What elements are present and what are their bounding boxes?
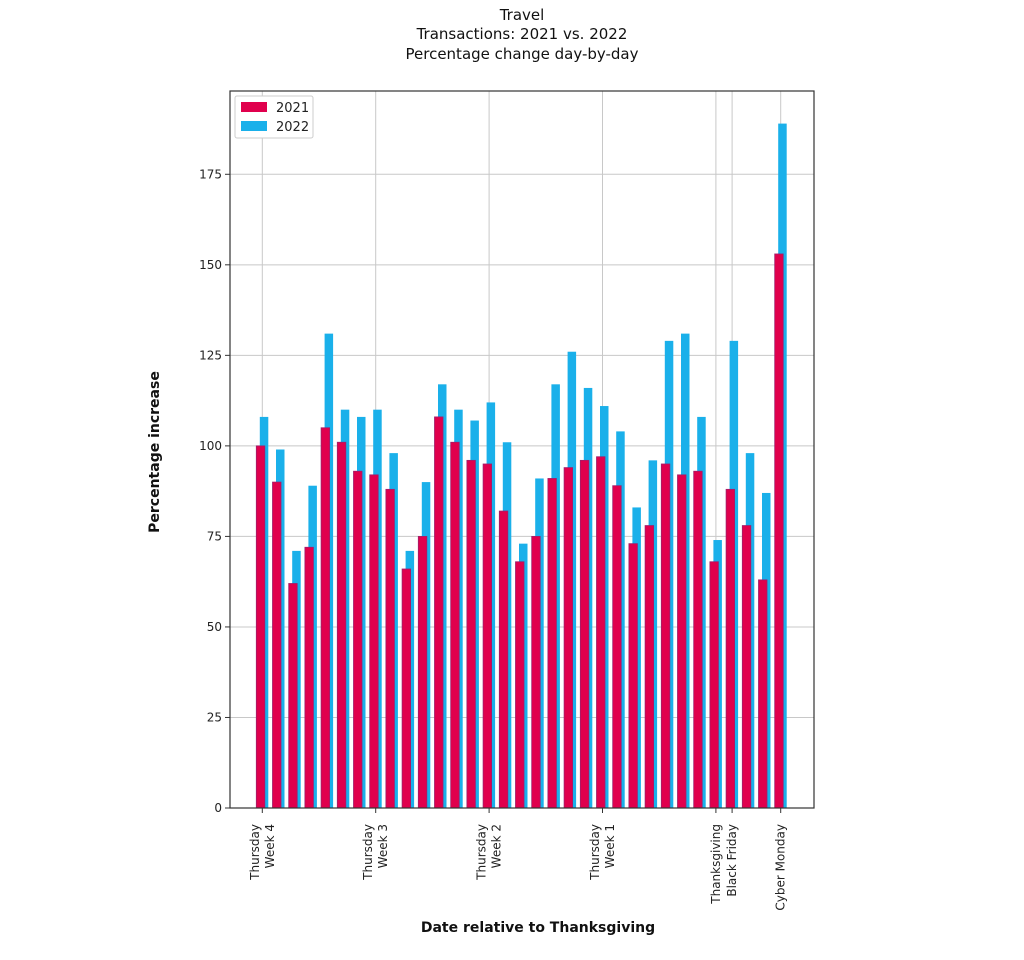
bar-2021 <box>547 478 557 809</box>
bar-2021 <box>774 253 784 809</box>
chart-subtitle-line: Percentage change day-by-day <box>406 45 639 63</box>
bar-2021 <box>385 488 395 809</box>
bar-2021 <box>369 474 379 809</box>
legend-label-2022: 2022 <box>276 120 309 135</box>
y-tick-label: 175 <box>199 167 222 181</box>
y-tick-label: 75 <box>207 529 222 543</box>
bar-2021 <box>288 583 298 809</box>
x-tick-label: Week 2 <box>490 824 504 868</box>
bar-2021 <box>596 456 606 809</box>
y-tick-label: 125 <box>199 348 222 362</box>
bar-2021 <box>563 467 573 809</box>
x-tick-label: Week 1 <box>603 824 617 868</box>
bar-2021 <box>741 525 752 809</box>
legend-swatch-2021 <box>241 102 267 112</box>
bar-2021 <box>417 536 428 809</box>
bar-2021 <box>466 459 476 809</box>
x-tick-label: Black Friday <box>725 824 739 897</box>
bar-2021 <box>531 536 541 809</box>
y-axis-ticks: 0 25 50 75 100 125 150 175 <box>199 167 230 815</box>
bar-2021 <box>498 510 509 809</box>
bar-2021 <box>353 470 363 809</box>
bar-2021 <box>693 470 703 809</box>
y-tick-label: 150 <box>199 258 222 272</box>
bar-2021 <box>304 546 314 809</box>
bar-2021 <box>320 427 331 809</box>
plot-area-frame <box>229 90 815 809</box>
legend-swatch-2022 <box>241 121 267 131</box>
chart-title: Travel Transactions: 2021 vs. 2022 Perce… <box>406 6 639 63</box>
x-tick-label: Thursday <box>361 824 375 881</box>
bar-2021 <box>515 561 525 809</box>
y-tick-label: 25 <box>207 710 222 724</box>
y-tick-label: 50 <box>207 620 222 634</box>
bar-2021 <box>709 561 719 809</box>
x-axis-label: Date relative to Thanksgiving <box>421 920 655 936</box>
chart-title-line: Travel <box>499 6 545 24</box>
y-axis-label: Percentage increase <box>147 371 163 533</box>
x-tick-label: Thursday <box>475 824 489 881</box>
legend-label-2021: 2021 <box>276 101 309 116</box>
bars <box>255 123 787 809</box>
x-tick-label: Thanksgiving <box>709 824 723 905</box>
bar-2021 <box>450 441 460 809</box>
bar-2021 <box>628 543 638 809</box>
legend: 2021 2022 <box>234 95 314 139</box>
bar-2021 <box>482 463 493 809</box>
x-tick-label: Thursday <box>248 824 262 881</box>
bar-2021 <box>758 579 768 809</box>
x-tick-label: Week 3 <box>376 824 390 868</box>
y-tick-label: 0 <box>214 801 222 815</box>
bar-2021 <box>434 416 444 809</box>
y-tick-label: 100 <box>199 439 222 453</box>
x-axis-ticks: Thursday Week 4 Thursday Week 3 Thursday Week… <box>248 808 788 911</box>
bar-2021 <box>644 525 654 809</box>
bar-2021 <box>612 485 622 809</box>
bar-2021 <box>255 445 266 809</box>
chart-subtitle-line: Transactions: 2021 vs. 2022 <box>416 25 628 43</box>
bar-2021 <box>579 459 590 809</box>
x-tick-label: Cyber Monday <box>774 824 788 911</box>
x-tick-label: Thursday <box>588 824 602 881</box>
bar-2021 <box>725 488 735 809</box>
bar-2021 <box>401 568 412 809</box>
bar-2021 <box>272 481 282 809</box>
bar-2021 <box>660 463 671 809</box>
bar-2021 <box>336 441 347 809</box>
bar-2021 <box>677 474 687 809</box>
x-tick-label: Week 4 <box>263 824 277 868</box>
